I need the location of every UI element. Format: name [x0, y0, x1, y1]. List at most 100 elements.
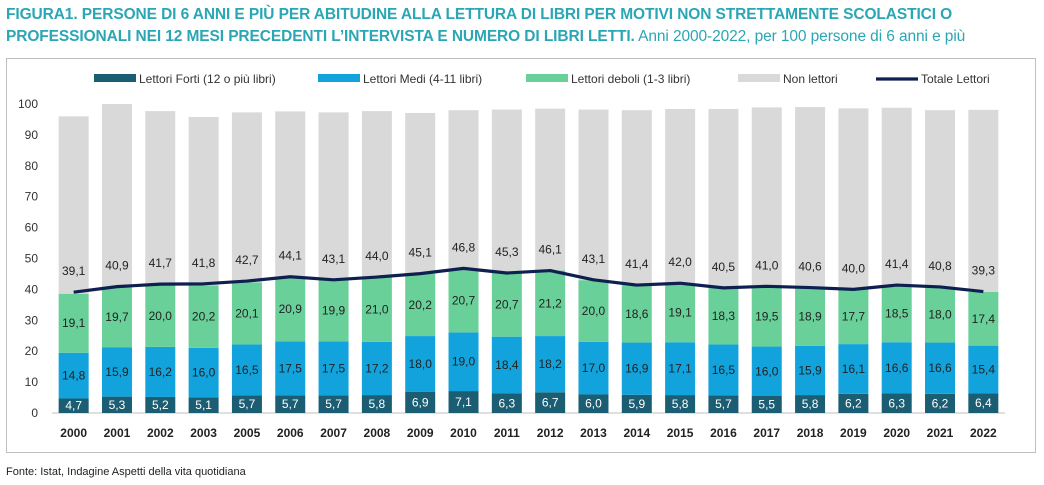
bar-lettori-medi — [275, 341, 306, 396]
label-lettori-medi: 15,4 — [972, 362, 996, 376]
bar-lettori-medi — [708, 344, 739, 396]
bar-lettori-forti — [968, 393, 999, 413]
bar-non-lettori — [795, 107, 826, 288]
figure-number: FIGURA1. — [6, 6, 78, 23]
source-note: Fonte: Istat, Indagine Aspetti della vit… — [6, 466, 246, 478]
bar-non-lettori — [708, 108, 739, 288]
label-lettori-deboli: 20,2 — [192, 310, 216, 324]
label-lettori-deboli: 18,3 — [712, 309, 736, 323]
bar-lettori-deboli — [881, 285, 912, 343]
label-totale-lettori: 39,1 — [62, 264, 86, 278]
label-lettori-deboli: 18,9 — [798, 310, 822, 324]
label-lettori-medi: 16,6 — [885, 361, 909, 375]
label-totale-lettori: 44,0 — [365, 249, 389, 263]
label-lettori-medi: 16,5 — [235, 363, 259, 377]
label-totale-lettori: 46,1 — [538, 243, 562, 257]
label-totale-lettori: 45,3 — [495, 245, 519, 259]
bar-lettori-forti — [795, 395, 826, 413]
bar-lettori-forti — [535, 392, 566, 413]
bar-lettori-medi — [101, 347, 132, 397]
label-lettori-forti: 5,7 — [282, 397, 299, 411]
x-tick-label: 2017 — [753, 426, 780, 440]
label-lettori-medi: 18,4 — [495, 358, 519, 372]
bar-lettori-forti — [578, 394, 609, 413]
legend-lettori-deboli-swatch — [526, 74, 568, 82]
label-totale-lettori: 42,7 — [235, 253, 259, 267]
bar-lettori-forti — [231, 395, 262, 413]
x-tick-label: 2003 — [190, 426, 217, 440]
bar-non-lettori — [621, 110, 652, 286]
bar-lettori-medi — [188, 347, 219, 398]
bar-lettori-forti — [708, 395, 739, 413]
label-lettori-medi: 17,2 — [365, 362, 389, 376]
bar-non-lettori — [361, 111, 392, 278]
bar-lettori-deboli — [491, 272, 522, 337]
bar-lettori-deboli — [361, 277, 392, 342]
bar-lettori-deboli — [275, 276, 306, 342]
label-lettori-forti: 5,8 — [672, 397, 689, 411]
label-lettori-medi: 16,6 — [928, 361, 952, 375]
bar-lettori-forti — [665, 395, 696, 413]
label-lettori-deboli: 20,9 — [279, 302, 303, 316]
label-lettori-forti: 5,8 — [369, 397, 386, 411]
line-totale-lettori — [73, 266, 984, 294]
bar-lettori-deboli — [231, 282, 262, 345]
label-lettori-medi: 19,0 — [452, 355, 476, 369]
label-lettori-deboli: 20,0 — [582, 304, 606, 318]
bar-lettori-deboli — [448, 268, 479, 333]
y-tick-label: 20 — [25, 344, 39, 358]
bar-non-lettori — [491, 109, 522, 273]
bar-non-lettori — [145, 111, 176, 286]
label-lettori-deboli: 20,1 — [235, 306, 259, 320]
label-totale-lettori: 43,1 — [322, 252, 346, 266]
label-lettori-deboli: 21,2 — [538, 296, 562, 310]
bar-lettori-deboli — [665, 283, 696, 343]
legend-non-lettori-swatch — [738, 74, 780, 82]
bar-lettori-forti — [275, 395, 306, 413]
y-tick-label: 50 — [25, 252, 39, 266]
bar-lettori-medi — [838, 344, 869, 394]
label-lettori-medi: 16,5 — [712, 363, 736, 377]
label-lettori-deboli: 17,7 — [842, 310, 866, 324]
bar-lettori-forti — [188, 397, 219, 413]
bar-lettori-medi — [58, 352, 89, 399]
bar-non-lettori — [448, 110, 479, 269]
label-lettori-deboli: 21,0 — [365, 302, 389, 316]
label-lettori-deboli: 19,9 — [322, 304, 346, 318]
bar-lettori-medi — [361, 341, 392, 396]
label-lettori-medi: 16,0 — [192, 366, 216, 380]
bar-non-lettori — [751, 107, 782, 287]
bar-lettori-medi — [231, 344, 262, 396]
bar-lettori-deboli — [578, 280, 609, 342]
label-lettori-deboli: 19,1 — [668, 306, 692, 320]
stacked-bar-chart: 0 10 20 30 40 50 60 70 80 90 100 4,7 14,8 19,1 39,1 200… — [18, 72, 1005, 440]
title-main: PERSONE DI 6 ANNI E PIÙ PER ABITUDINE AL… — [6, 6, 953, 45]
bar-lettori-medi — [925, 342, 956, 394]
legend-non-lettori-label: Non lettori — [783, 72, 838, 86]
bar-lettori-forti — [838, 393, 869, 413]
bar-non-lettori — [578, 109, 609, 281]
label-totale-lettori: 41,8 — [192, 256, 216, 270]
label-totale-lettori: 41,7 — [149, 256, 173, 270]
x-tick-label: 2001 — [104, 426, 131, 440]
bar-lettori-forti — [448, 391, 479, 413]
bar-non-lettori — [665, 108, 696, 284]
label-lettori-forti: 6,7 — [542, 396, 559, 410]
bar-lettori-medi — [665, 342, 696, 396]
bar-lettori-medi — [968, 345, 999, 394]
label-totale-lettori: 40,6 — [798, 260, 822, 274]
label-lettori-forti: 5,7 — [239, 397, 256, 411]
label-lettori-deboli: 18,6 — [625, 307, 649, 321]
y-tick-label: 100 — [18, 97, 38, 111]
bar-lettori-deboli — [405, 273, 436, 337]
label-lettori-forti: 6,3 — [888, 396, 905, 410]
label-lettori-medi: 18,0 — [409, 357, 433, 371]
y-tick-label: 0 — [31, 406, 38, 420]
x-tick-label: 2013 — [580, 426, 607, 440]
bar-lettori-forti — [491, 393, 522, 413]
y-tick-label: 10 — [25, 375, 39, 389]
y-tick-label: 40 — [25, 282, 39, 296]
bar-lettori-medi — [318, 341, 349, 396]
x-tick-label: 2019 — [840, 426, 867, 440]
label-totale-lettori: 41,4 — [625, 257, 649, 271]
